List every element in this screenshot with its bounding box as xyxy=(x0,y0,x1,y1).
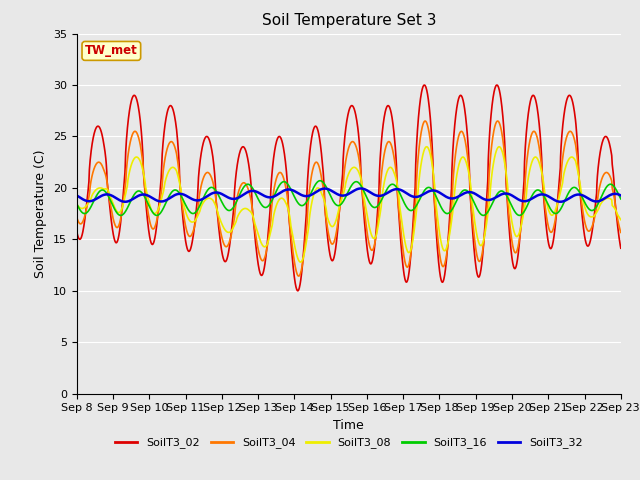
Text: TW_met: TW_met xyxy=(85,44,138,58)
X-axis label: Time: Time xyxy=(333,419,364,432)
Title: Soil Temperature Set 3: Soil Temperature Set 3 xyxy=(262,13,436,28)
Legend: SoilT3_02, SoilT3_04, SoilT3_08, SoilT3_16, SoilT3_32: SoilT3_02, SoilT3_04, SoilT3_08, SoilT3_… xyxy=(110,433,588,453)
Y-axis label: Soil Temperature (C): Soil Temperature (C) xyxy=(35,149,47,278)
